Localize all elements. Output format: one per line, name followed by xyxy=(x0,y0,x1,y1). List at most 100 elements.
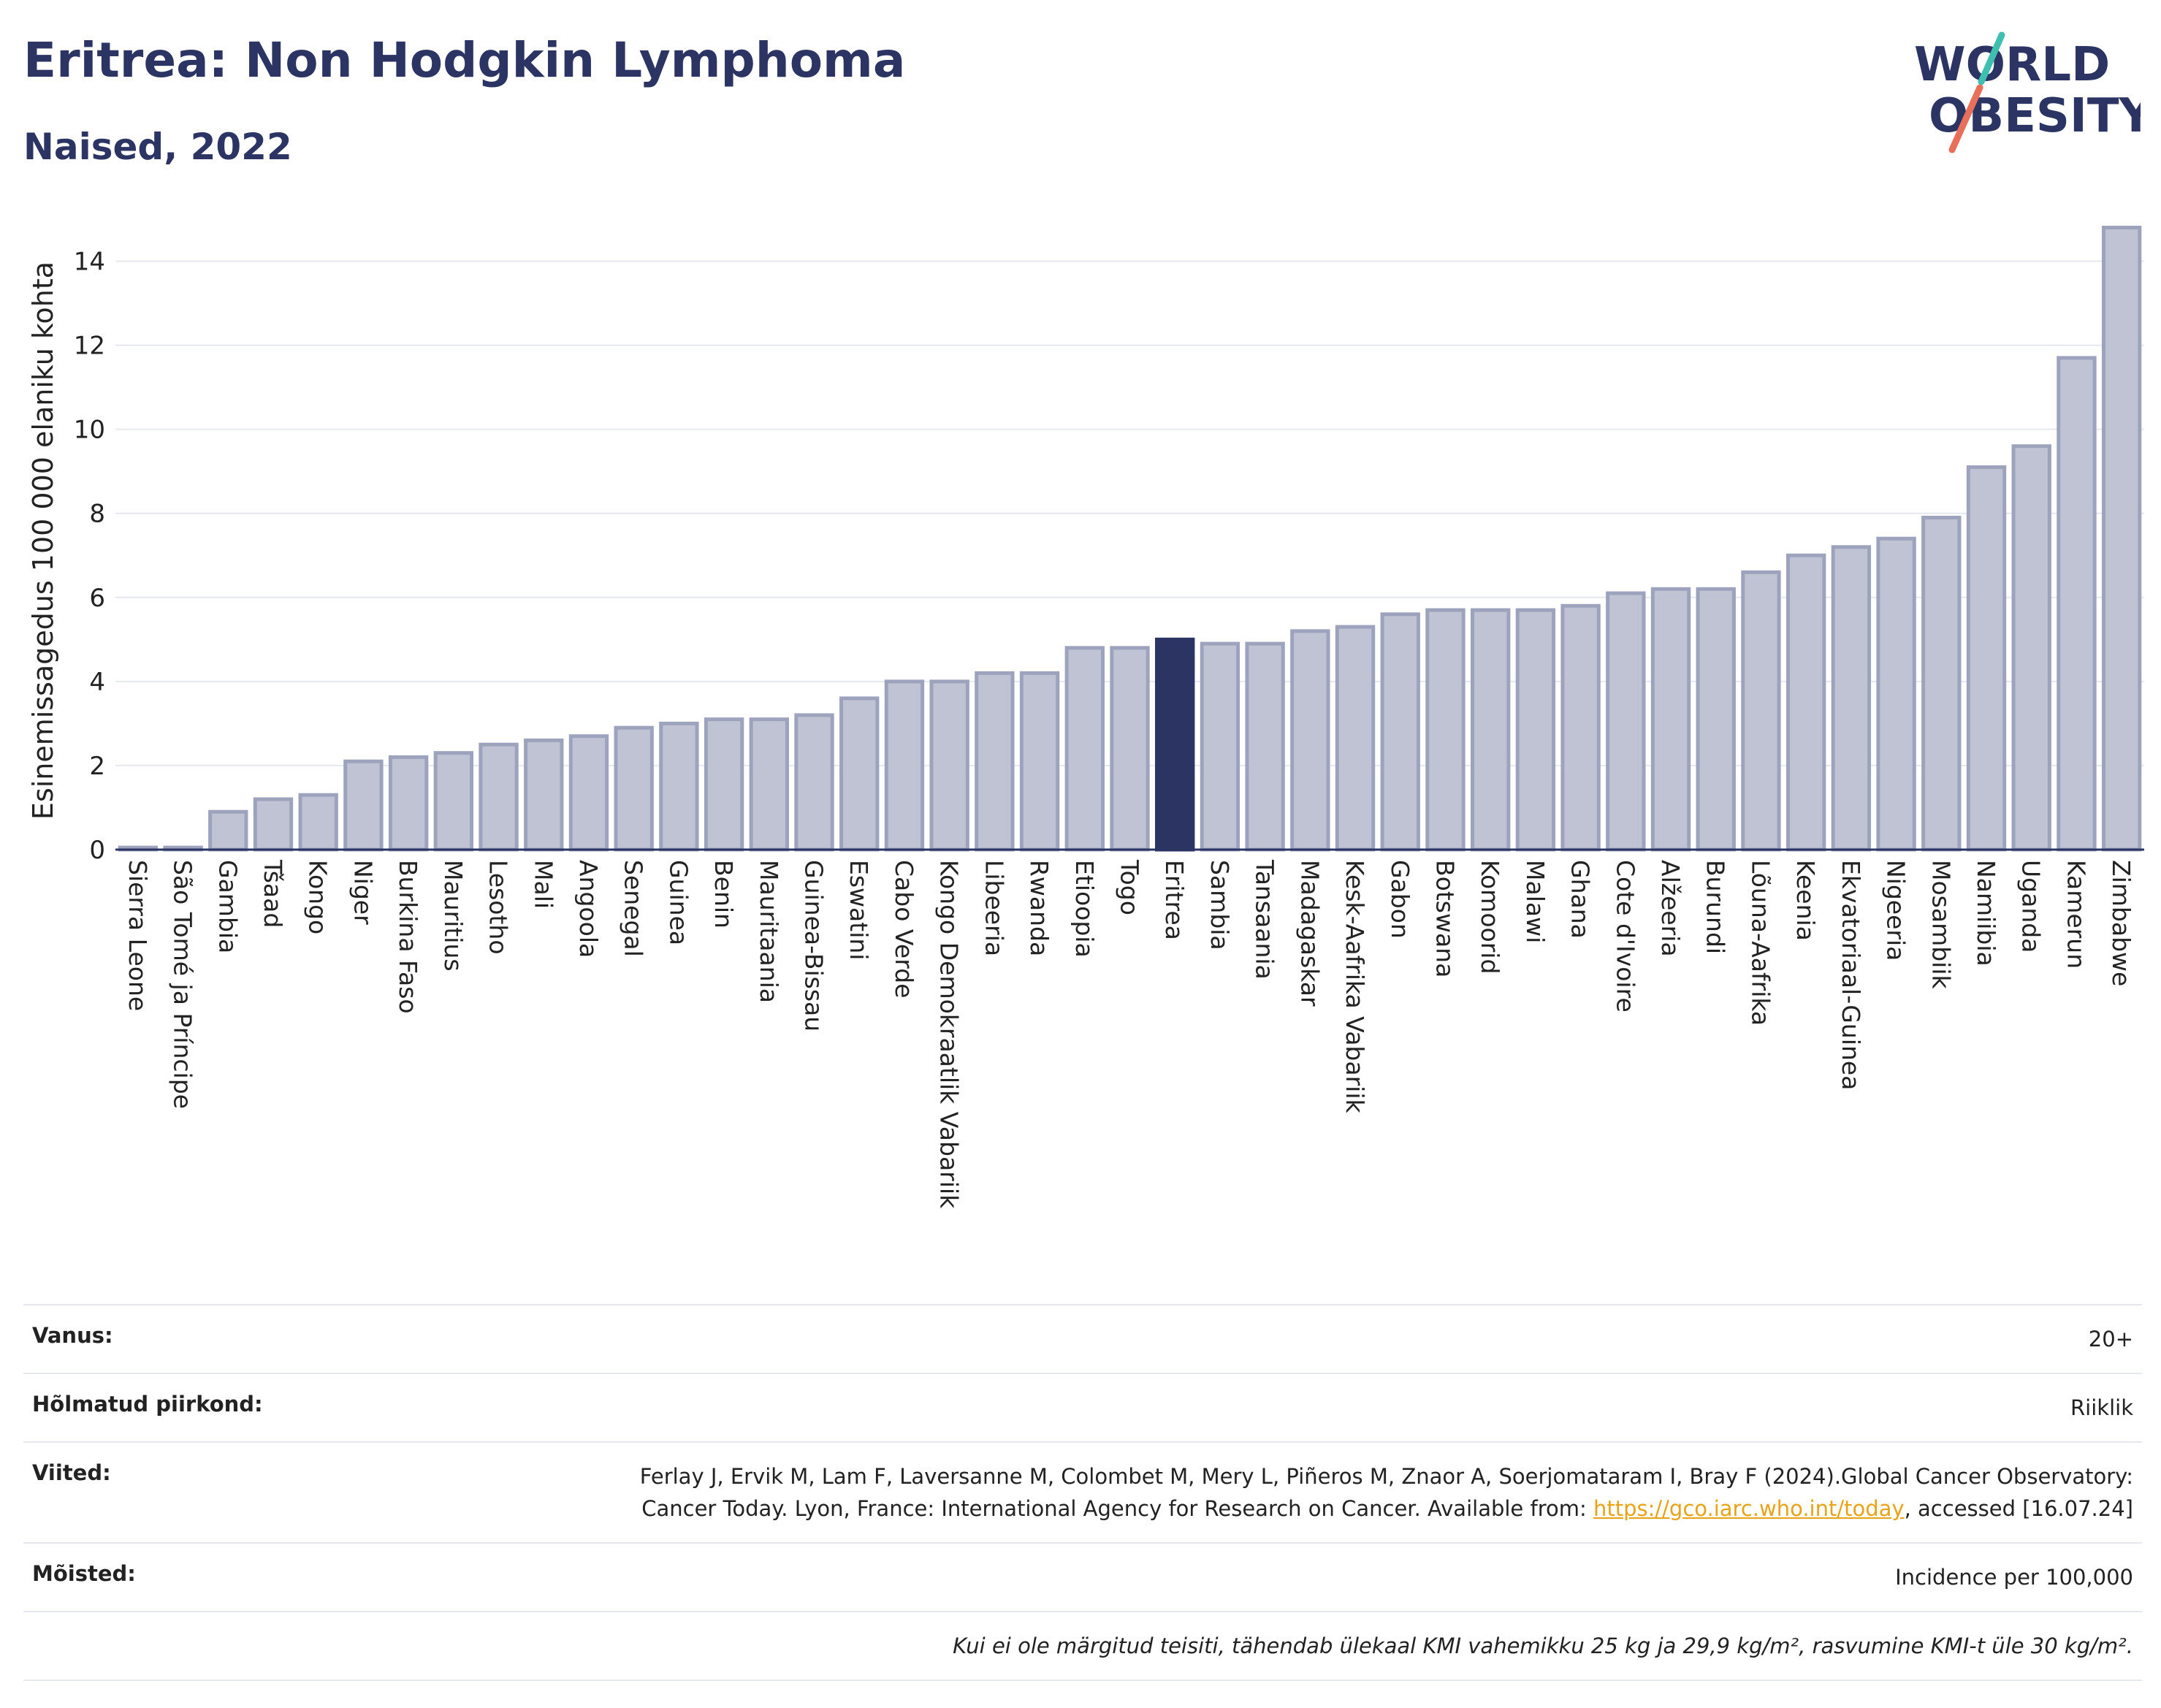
info-row-age: Vanus: 20+ xyxy=(23,1304,2142,1373)
bars xyxy=(118,226,2142,852)
references-text: Ferlay J, Ervik M, Lam F, Laversanne M, … xyxy=(639,1464,2133,1521)
y-tick-label: 6 xyxy=(89,584,105,613)
bar xyxy=(929,679,969,852)
x-tick-label: São Tomé ja Príncipe xyxy=(169,860,197,1109)
references-tail: , accessed [16.07.24] xyxy=(1904,1496,2133,1521)
definitions-label: Mõisted: xyxy=(32,1561,136,1586)
bar xyxy=(1290,629,1330,852)
references-link[interactable]: https://gco.iarc.who.int/today xyxy=(1593,1496,1905,1521)
x-tick-label: Mosambiik xyxy=(1926,860,1955,990)
y-tick-label: 10 xyxy=(74,416,105,445)
x-tick-label: Madagaskar xyxy=(1295,860,1324,1007)
x-tick-label: Mauritaania xyxy=(755,860,783,1003)
x-tick-label: Kongo xyxy=(304,860,332,934)
bar xyxy=(298,793,338,852)
x-tick-label: Uganda xyxy=(2017,860,2046,953)
logo-line1: WORLD xyxy=(1914,38,2110,92)
bar xyxy=(1380,612,1420,852)
bar xyxy=(433,751,474,852)
x-tick-label: Tansaania xyxy=(1251,859,1279,980)
x-tick-label: Lõuna-Aafrika xyxy=(1746,860,1775,1026)
x-tick-label: Lesotho xyxy=(484,860,513,955)
references-value: Ferlay J, Ervik M, Lam F, Laversanne M, … xyxy=(599,1460,2133,1525)
region-label: Hõlmatud piirkond: xyxy=(32,1392,263,1417)
bar xyxy=(1110,646,1150,852)
x-tick-label: Libeeria xyxy=(980,860,1008,956)
bar xyxy=(839,696,880,852)
x-tick-label: Mali xyxy=(529,860,557,909)
x-tick-label: Burundi xyxy=(1701,860,1730,954)
x-tick-label: Gambia xyxy=(213,860,242,953)
bar xyxy=(794,713,834,852)
references-label: Viited: xyxy=(32,1460,111,1485)
x-tick-label: Togo xyxy=(1116,859,1144,915)
bar xyxy=(1515,608,1556,852)
y-tick-label: 14 xyxy=(74,248,105,277)
x-tick-label: Guinea-Bissau xyxy=(800,860,828,1032)
info-row-references: Viited: Ferlay J, Ervik M, Lam F, Lavers… xyxy=(23,1441,2142,1542)
info-row-region: Hõlmatud piirkond: Riiklik xyxy=(23,1373,2142,1441)
bar xyxy=(1741,570,1781,852)
x-tick-labels: Sierra Leone São Tomé ja Príncipe Gambia Tš… xyxy=(123,859,2135,1209)
x-tick-label: Zimbabwe xyxy=(2107,860,2135,986)
bar xyxy=(2011,444,2051,852)
x-tick-label: Namiibia xyxy=(1972,860,2000,967)
bar-highlighted xyxy=(1155,637,1195,852)
bar xyxy=(1785,553,1826,852)
y-tick-label: 2 xyxy=(89,752,105,781)
bar xyxy=(884,679,925,852)
bar xyxy=(253,797,294,852)
x-tick-label: Alžeeria xyxy=(1656,860,1685,957)
x-tick-label: Kongo Demokraatlik Vabariik xyxy=(935,860,964,1209)
x-tick-label: Benin xyxy=(709,860,738,929)
x-tick-label: Kamerun xyxy=(2062,860,2090,969)
bar xyxy=(388,755,429,852)
bar xyxy=(1966,465,2007,852)
x-tick-label: Sambia xyxy=(1205,860,1234,950)
bar xyxy=(1064,646,1105,852)
info-row-note: Kui ei ole märgitud teisiti, tähendab ül… xyxy=(23,1611,2142,1680)
bar xyxy=(479,742,519,852)
x-tick-label: Komoorid xyxy=(1476,860,1504,974)
x-tick-label: Ghana xyxy=(1566,860,1595,939)
bar xyxy=(1606,591,1646,852)
info-row-definitions: Mõisted: Incidence per 100,000 xyxy=(23,1542,2142,1611)
bar xyxy=(704,717,744,852)
bar xyxy=(1831,545,1872,852)
bar xyxy=(1200,641,1240,852)
bar xyxy=(1560,603,1601,852)
bar xyxy=(659,721,699,852)
bar xyxy=(568,734,609,852)
x-tick-label: Cabo Verde xyxy=(890,860,918,998)
x-tick-label: Mauritius xyxy=(439,860,468,972)
x-tick-label: Angoola xyxy=(574,860,603,958)
x-tick-label: Sierra Leone xyxy=(123,860,152,1011)
bar xyxy=(524,738,564,852)
bar xyxy=(1335,625,1376,852)
region-value: Riiklik xyxy=(2070,1395,2133,1420)
x-tick-label: Nigeeria xyxy=(1882,860,1910,961)
x-tick-label: Etioopia xyxy=(1070,860,1099,958)
y-tick-label: 12 xyxy=(74,332,105,361)
bar-chart: 0 2 4 6 8 10 12 14 Sierra Leone São Tomé ja Prín… xyxy=(27,226,2144,1209)
world-obesity-logo: WORLD OBESITY xyxy=(1914,31,2141,153)
x-tick-label: Niger xyxy=(348,860,377,925)
x-tick-label: Keenia xyxy=(1791,860,1820,941)
definitions-value: Incidence per 100,000 xyxy=(1895,1565,2133,1590)
age-value: 20+ xyxy=(2088,1327,2133,1351)
bar xyxy=(1921,515,1962,852)
bar xyxy=(2101,226,2142,852)
x-tick-label: Eswatini xyxy=(845,860,873,960)
age-label: Vanus: xyxy=(32,1323,113,1348)
y-tick-label: 0 xyxy=(89,836,105,865)
y-tick-labels: 0 2 4 6 8 10 12 14 xyxy=(74,248,105,865)
x-tick-label: Rwanda xyxy=(1025,860,1053,956)
y-tick-label: 4 xyxy=(89,668,105,697)
x-tick-label: Cote d'Ivoire xyxy=(1611,860,1639,1013)
bar xyxy=(1471,608,1511,852)
bar xyxy=(2057,356,2097,852)
x-tick-label: Eritrea xyxy=(1160,860,1189,940)
x-tick-label: Ekvatoriaal-Guinea xyxy=(1837,860,1865,1090)
x-tick-label: Botswana xyxy=(1430,860,1459,977)
x-tick-label: Kesk-Aafrika Vabariik xyxy=(1341,860,1369,1113)
